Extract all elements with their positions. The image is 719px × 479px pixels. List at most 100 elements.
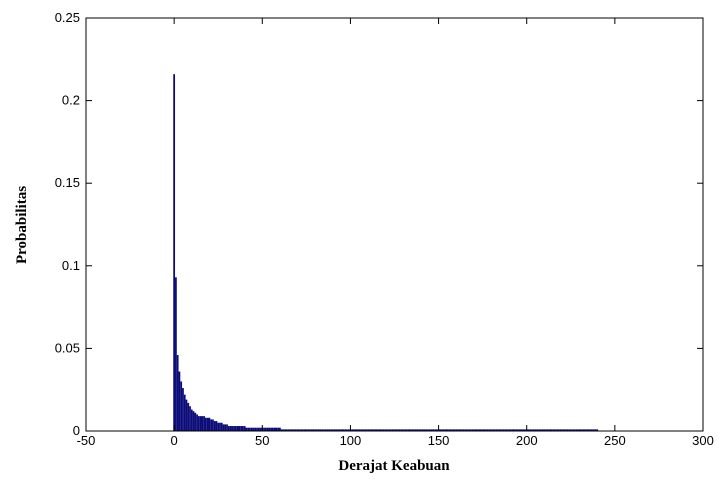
- bar: [277, 427, 280, 431]
- bar: [538, 429, 540, 431]
- bar: [227, 426, 230, 431]
- bar: [354, 429, 357, 431]
- bar: [222, 424, 225, 431]
- bar: [243, 426, 246, 431]
- bar: [571, 429, 574, 431]
- bar: [252, 427, 255, 431]
- bar: [566, 429, 569, 431]
- bar: [448, 429, 451, 431]
- bar: [596, 429, 599, 431]
- bar: [180, 381, 183, 431]
- bar: [203, 416, 205, 431]
- bar: [233, 426, 235, 431]
- bar: [379, 429, 382, 431]
- bar: [342, 429, 345, 431]
- bar: [562, 429, 565, 431]
- bar: [414, 429, 417, 431]
- bar: [405, 429, 408, 431]
- bar: [190, 409, 193, 431]
- bar: [561, 429, 563, 431]
- bar: [319, 429, 322, 431]
- bar: [418, 429, 421, 431]
- bar: [360, 429, 362, 431]
- bar: [487, 429, 489, 431]
- bar: [506, 429, 509, 431]
- bar: [185, 399, 188, 431]
- bar: [591, 429, 593, 431]
- bar: [264, 427, 267, 431]
- bar: [474, 429, 477, 431]
- bar: [532, 429, 535, 431]
- y-tick-label: 0.15: [55, 175, 80, 190]
- bar: [508, 429, 510, 431]
- bar: [250, 427, 253, 431]
- bar: [479, 429, 482, 431]
- bar: [194, 412, 197, 431]
- bar: [534, 429, 537, 431]
- bar: [286, 429, 288, 431]
- bar: [210, 419, 213, 431]
- bar: [435, 429, 438, 431]
- bar: [361, 429, 364, 431]
- bar: [518, 429, 521, 431]
- bar: [245, 427, 248, 431]
- bar: [383, 429, 385, 431]
- bar: [386, 429, 389, 431]
- bar: [589, 429, 592, 431]
- bar: [557, 429, 560, 431]
- bar: [548, 429, 551, 431]
- bar: [183, 394, 186, 431]
- bar: [457, 429, 459, 431]
- bar: [236, 426, 239, 431]
- bar: [515, 429, 518, 431]
- bar: [231, 426, 234, 431]
- bar: [259, 427, 262, 431]
- bar: [291, 429, 294, 431]
- bar: [520, 429, 523, 431]
- bar: [208, 417, 211, 431]
- bar: [502, 429, 505, 431]
- bar: [398, 429, 401, 431]
- bar: [224, 424, 227, 431]
- bar: [390, 429, 392, 431]
- bar: [333, 429, 336, 431]
- bar: [314, 429, 317, 431]
- bar: [384, 429, 387, 431]
- bar: [331, 429, 334, 431]
- bar: [213, 421, 216, 431]
- bar: [568, 429, 570, 431]
- bar: [363, 429, 366, 431]
- x-tick-label: 100: [340, 433, 362, 448]
- bar: [309, 429, 311, 431]
- bar: [294, 429, 297, 431]
- bar: [187, 402, 190, 431]
- bar: [249, 427, 251, 431]
- y-tick-label: 0.2: [62, 93, 80, 108]
- bar: [337, 429, 339, 431]
- bar: [196, 414, 198, 431]
- bar: [395, 429, 398, 431]
- bar: [483, 429, 486, 431]
- bar: [536, 429, 539, 431]
- bar: [323, 429, 325, 431]
- bar: [296, 429, 299, 431]
- bar: [305, 429, 308, 431]
- bar: [485, 429, 488, 431]
- bar: [555, 429, 558, 431]
- bar: [206, 417, 209, 431]
- bar: [316, 429, 318, 431]
- bar: [451, 429, 454, 431]
- bar: [569, 429, 572, 431]
- bar: [497, 429, 500, 431]
- bar: [546, 429, 549, 431]
- bar: [238, 426, 241, 431]
- bar: [495, 429, 498, 431]
- bar: [338, 429, 341, 431]
- bar: [176, 355, 179, 431]
- bar: [234, 426, 237, 431]
- bar: [587, 429, 590, 431]
- x-tick-label: 0: [171, 433, 178, 448]
- x-tick-label: 300: [692, 433, 714, 448]
- bar: [469, 429, 472, 431]
- bar: [242, 426, 244, 431]
